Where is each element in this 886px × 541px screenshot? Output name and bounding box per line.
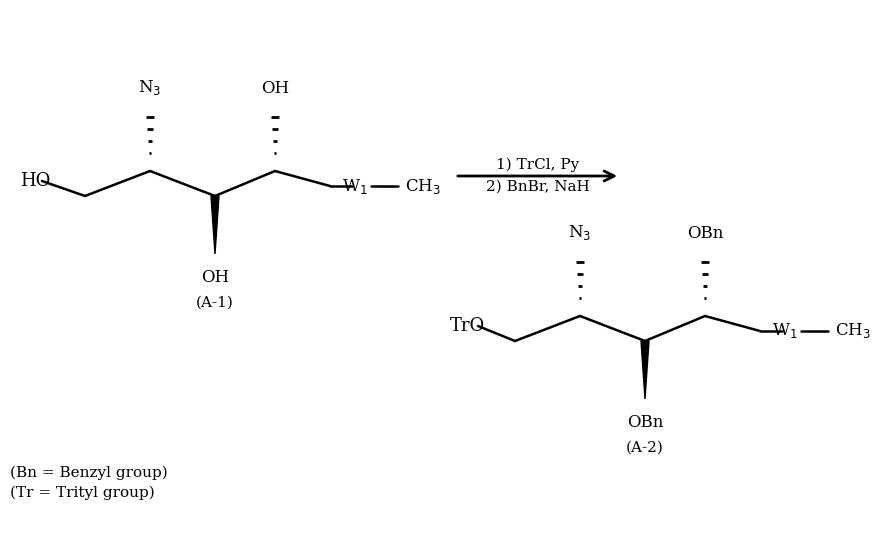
Text: TrO: TrO bbox=[450, 317, 486, 335]
Text: N$_3$: N$_3$ bbox=[138, 78, 161, 97]
Text: —: — bbox=[380, 177, 396, 195]
Text: CH$_3$: CH$_3$ bbox=[835, 321, 871, 340]
Text: OBn: OBn bbox=[687, 225, 723, 242]
Text: OH: OH bbox=[201, 269, 229, 286]
Text: (Tr = Trityl group): (Tr = Trityl group) bbox=[10, 486, 155, 500]
Text: W$_1$: W$_1$ bbox=[342, 176, 368, 195]
Text: OBn: OBn bbox=[626, 414, 664, 431]
Text: (Bn = Benzyl group): (Bn = Benzyl group) bbox=[10, 466, 167, 480]
Polygon shape bbox=[641, 341, 649, 399]
Text: 1) TrCl, Py: 1) TrCl, Py bbox=[496, 157, 579, 172]
Text: N$_3$: N$_3$ bbox=[569, 223, 592, 242]
Text: W$_1$: W$_1$ bbox=[773, 321, 797, 340]
Text: 2) BnBr, NaH: 2) BnBr, NaH bbox=[486, 180, 589, 194]
Text: OH: OH bbox=[261, 80, 289, 97]
Text: CH$_3$: CH$_3$ bbox=[405, 176, 441, 195]
Text: —: — bbox=[810, 322, 827, 340]
Text: (A-2): (A-2) bbox=[626, 441, 664, 455]
Text: (A-1): (A-1) bbox=[196, 296, 234, 310]
Text: HO: HO bbox=[20, 172, 51, 190]
Polygon shape bbox=[211, 196, 219, 254]
